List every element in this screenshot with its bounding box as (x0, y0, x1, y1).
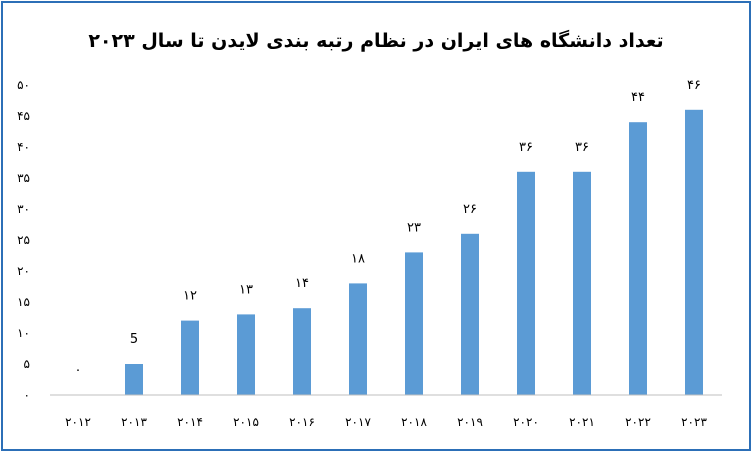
y-tick-label: ۳۵ (17, 171, 30, 185)
x-tick-label: ۲۰۱۹ (457, 415, 483, 429)
bar-value-label: ۱۲ (183, 289, 197, 304)
bar (461, 233, 479, 395)
x-tick-label: ۲۰۲۱ (569, 415, 595, 429)
y-tick-label: ۴۵ (17, 109, 30, 123)
bar-value-label: ۴۴ (631, 90, 645, 105)
x-tick-label: ۲۰۲۰ (513, 415, 539, 429)
x-tick-label: ۲۰۱۵ (233, 415, 259, 429)
x-tick-label: ۲۰۱۳ (121, 415, 147, 429)
bar (405, 252, 423, 395)
bar (125, 364, 143, 395)
bar-value-label: ۲۶ (463, 202, 477, 217)
bar (517, 171, 535, 395)
y-tick-label: ۱۰ (17, 326, 30, 340)
bar-value-label: ۱۸ (351, 251, 365, 266)
y-tick-label: ۲۵ (17, 233, 30, 247)
bar-value-label: 5 (130, 332, 138, 347)
x-tick-label: ۲۰۱۴ (177, 415, 203, 429)
bar (349, 283, 367, 395)
y-axis: ۰ ۵ ۱۰ ۱۵ ۲۰ ۲۵ ۳۰ ۳۵ ۴۰ ۴۵ ۵۰ (17, 78, 30, 402)
y-tick-label: ۰ (24, 388, 30, 402)
bar (629, 122, 647, 395)
y-tick-label: ۱۵ (17, 295, 30, 309)
x-tick-label: ۲۰۱۸ (401, 415, 427, 429)
chart-title: تعداد دانشگاه های ایران در نظام رتبه بند… (88, 29, 663, 52)
x-axis: ۲۰۱۲ ۲۰۱۳ ۲۰۱۴ ۲۰۱۵ ۲۰۱۶ ۲۰۱۷ ۲۰۱۸ ۲۰۱۹ ۲۰۲۰ ۲۰۲۱… (65, 415, 707, 429)
bar (293, 308, 311, 395)
bar (237, 314, 255, 395)
bars-group (125, 109, 703, 396)
bar-value-label: ۱۳ (239, 282, 253, 297)
bar-value-label: ۰ (75, 363, 82, 378)
y-tick-label: ۲۰ (17, 264, 30, 278)
bar-value-label: ۲۳ (407, 220, 421, 235)
bar-value-label: ۳۶ (575, 140, 589, 155)
bar (181, 320, 199, 395)
y-tick-label: ۴۰ (17, 140, 30, 154)
y-tick-label: ۵۰ (17, 78, 30, 92)
x-tick-label: ۲۰۲۲ (625, 415, 651, 429)
x-tick-label: ۲۰۱۷ (345, 415, 371, 429)
data-labels: ۰ 5 ۱۲ ۱۳ ۱۴ ۱۸ ۲۳ ۲۶ ۳۶ ۳۶ ۴۴ ۴۶ (75, 78, 701, 378)
x-tick-label: ۲۰۱۲ (65, 415, 91, 429)
bar (573, 171, 591, 395)
x-tick-label: ۲۰۲۳ (681, 415, 707, 429)
y-tick-label: ۳۰ (17, 202, 30, 216)
x-tick-label: ۲۰۱۶ (289, 415, 315, 429)
bar (685, 109, 703, 396)
y-tick-label: ۵ (24, 357, 30, 371)
bar-value-label: ۴۶ (687, 78, 701, 93)
bar-value-label: ۱۴ (295, 276, 309, 291)
bar-value-label: ۳۶ (519, 140, 533, 155)
